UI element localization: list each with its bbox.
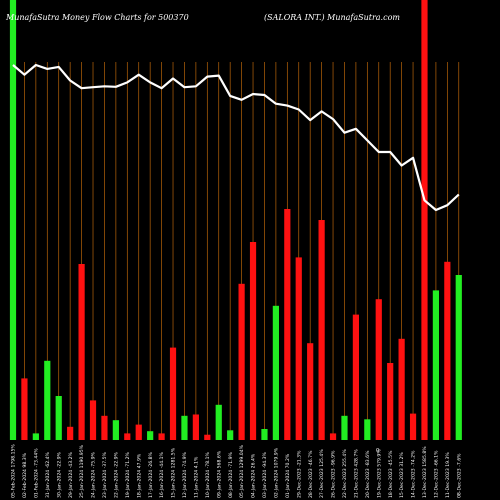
x-tick-label: 19-Jan-2024 -71.2% — [125, 451, 131, 498]
bar-25 — [295, 257, 302, 440]
x-tick-label: 01-Feb-2024 -73.44% — [33, 448, 39, 498]
x-tick-label: 29-Dec-2023 -21.3% — [296, 450, 302, 498]
bar-8 — [101, 415, 108, 440]
x-tick-label: 11-Jan-2024 4.1% — [193, 456, 199, 498]
bar-6 — [78, 264, 85, 440]
bar-13 — [158, 433, 165, 440]
bar-36 — [421, 0, 428, 440]
x-tick-label: 25-Jan-2024 1190.95% — [79, 444, 85, 498]
x-tick-label: 20-Dec-2023 -83.6% — [365, 450, 371, 498]
x-tick-label: 22-Dec-2023 255.4% — [342, 449, 348, 498]
bar-4 — [55, 396, 62, 440]
x-tick-label: 01-Jan-2024 70.2% — [285, 453, 291, 498]
x-tick-label: 08-Dec-2023 -7.6% — [456, 453, 462, 498]
x-tick-label: 21-Dec-2023 428.7% — [354, 449, 360, 498]
x-tick-label: 09-Jan-2024 568.6% — [216, 450, 222, 498]
bar-3 — [44, 360, 51, 440]
bar-1 — [21, 378, 28, 440]
chart-subtitle: (SALORA INT.) MunafaSutra.com — [264, 13, 400, 22]
bar-32 — [375, 299, 382, 440]
price-line-group — [12, 63, 460, 212]
x-tick-label: 18-Jan-2024 47.9% — [136, 453, 142, 498]
bar-37 — [432, 290, 440, 440]
x-tick-label: 31-Jan-2024 -62.4% — [45, 451, 51, 498]
x-tick-label: 22-Jan-2024 -22.9% — [113, 451, 119, 498]
bar-0 — [9, 0, 17, 440]
bar-21 — [249, 242, 257, 440]
x-tick-label: 28-Dec-2023 -46.7% — [308, 450, 314, 498]
x-tick-label: 26-Dec-2023 -96.9% — [331, 450, 337, 498]
x-tick-label: 08-Jan-2024 -71.9% — [228, 451, 234, 498]
x-tick-label: 12-Dec-2023 -66.1% — [434, 450, 440, 498]
bar-10 — [124, 433, 131, 440]
bar-5 — [67, 426, 74, 440]
x-tick-label: 05-Jan-2024 1299.04% — [239, 444, 245, 498]
bar-26 — [307, 343, 314, 440]
bar-34 — [398, 338, 405, 440]
bar-16 — [192, 414, 199, 440]
x-tick-label: 10-Jan-2024 -78.1% — [205, 451, 211, 498]
bar-12 — [147, 431, 154, 440]
bar-27 — [318, 220, 325, 440]
chart-title: MunafaSutra Money Flow Charts for 500370 — [5, 13, 189, 22]
bar-17 — [204, 434, 211, 440]
bar-30 — [352, 314, 359, 440]
bar-7 — [89, 400, 97, 440]
x-tick-label: 27-Dec-2023 125.4% — [319, 449, 325, 498]
x-tick-label: 17-Jan-2024 -26.8% — [148, 451, 154, 498]
x-axis-symbol: 0 — [376, 448, 379, 454]
x-tick-labels: 05-Feb-2024 1798.15% 02-Feb-2024 98.3% 01-… — [11, 444, 463, 498]
bar-31 — [364, 419, 371, 440]
price-line — [12, 63, 460, 212]
bar-19 — [227, 430, 234, 440]
bar-15 — [181, 415, 188, 440]
bar-39 — [455, 275, 462, 440]
x-tick-label: 15-Jan-2024 1281.5% — [171, 447, 177, 498]
x-tick-label: 19-Dec-2023 579.9% — [376, 449, 382, 498]
x-tick-label: 05-Feb-2024 1798.15% — [11, 444, 17, 498]
bar-23 — [272, 305, 279, 440]
bar-38 — [444, 261, 451, 440]
bar-22 — [261, 429, 268, 440]
x-tick-label: 15-Dec-2023 31.2% — [399, 452, 405, 498]
bar-14 — [169, 347, 177, 440]
x-tick-label: 02-Feb-2024 98.3% — [22, 452, 28, 498]
x-tick-label: 29-Jan-2024 -43.2% — [68, 451, 74, 498]
x-tick-label: 23-Jan-2024 -37.5% — [102, 451, 108, 498]
x-tick-label: 30-Jan-2024 -22.9% — [56, 451, 62, 498]
x-tick-label: 14-Dec-2023 -74.2% — [411, 450, 417, 498]
bars-group — [9, 0, 462, 440]
bar-28 — [329, 433, 337, 440]
bar-29 — [341, 415, 348, 440]
x-tick-label: 11-Dec-2023 19.3% — [445, 452, 451, 498]
x-tick-label: 03-Jan-2024 -94.3% — [262, 451, 268, 498]
bar-11 — [135, 424, 142, 440]
bar-33 — [387, 363, 394, 440]
bar-9 — [112, 420, 119, 440]
x-tick-label: 18-Dec-2023 -45.5% — [388, 450, 394, 498]
bar-20 — [238, 283, 245, 440]
x-tick-label: 16-Jan-2024 -44.1% — [159, 451, 165, 498]
x-tick-label: 02-Jan-2024 1079.9% — [273, 447, 279, 498]
bar-24 — [284, 209, 291, 440]
x-tick-label: 13-Dec-2023 1585.8% — [422, 446, 428, 498]
x-tick-label: 04-Jan-2024 26.4% — [251, 453, 257, 498]
bar-18 — [215, 404, 222, 440]
bar-2 — [32, 433, 39, 440]
bar-35 — [409, 413, 417, 440]
x-tick-label: 24-Jan-2024 -75.9% — [91, 451, 97, 498]
x-tick-label: 12-Jan-2024 -74.9% — [182, 451, 188, 498]
